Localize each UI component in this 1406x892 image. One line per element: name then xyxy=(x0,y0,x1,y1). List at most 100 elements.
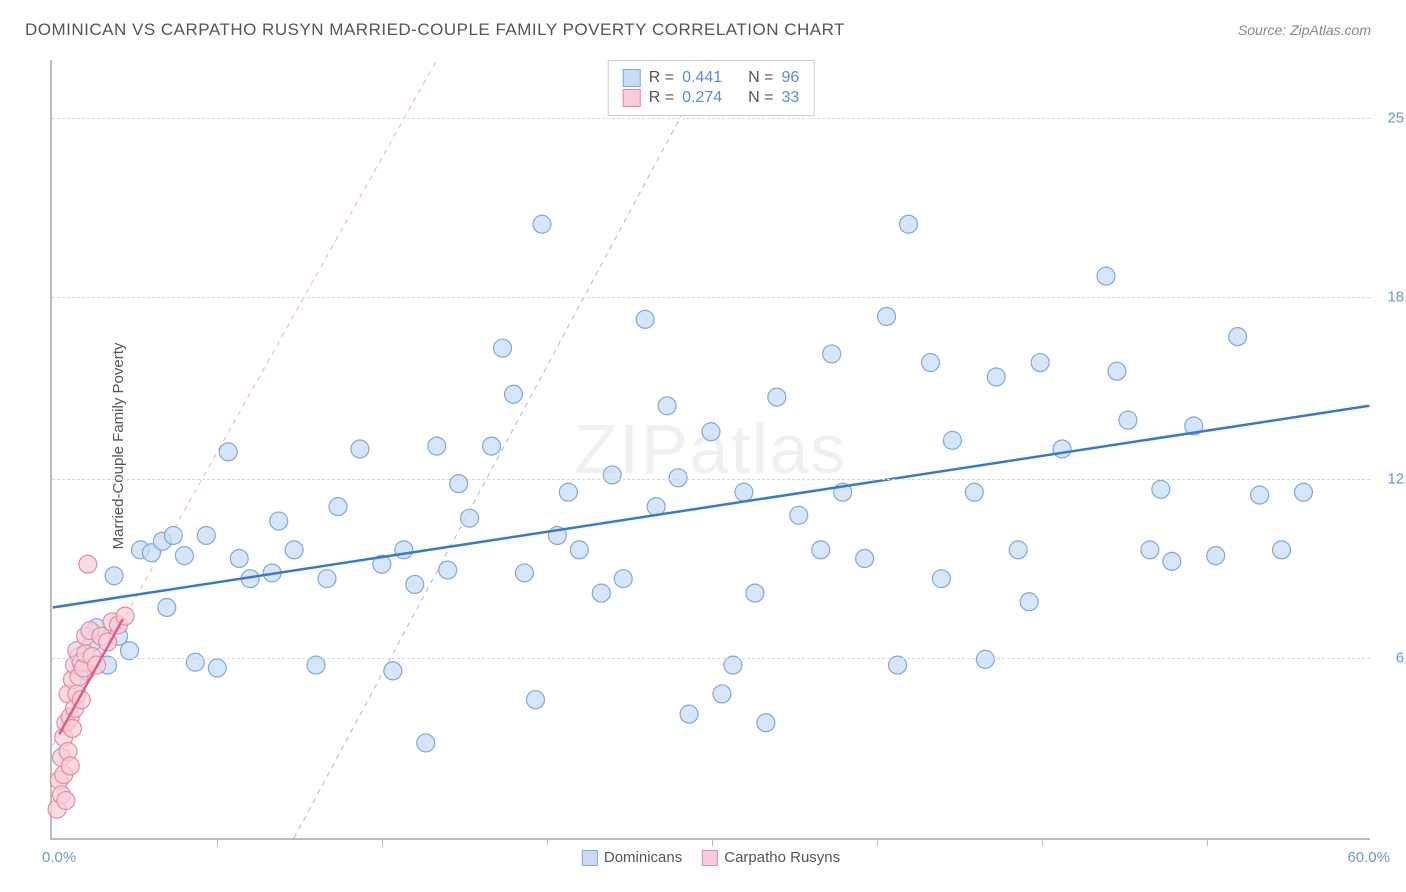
data-point xyxy=(900,215,918,233)
data-point xyxy=(461,509,479,527)
data-point xyxy=(976,650,994,668)
x-tick xyxy=(217,838,218,846)
data-point xyxy=(713,685,731,703)
legend-label: Dominicans xyxy=(604,849,682,866)
swatch-icon xyxy=(702,850,718,866)
data-point xyxy=(1108,362,1126,380)
data-point xyxy=(1207,547,1225,565)
data-point xyxy=(768,388,786,406)
stat-n-value: 96 xyxy=(781,69,799,87)
data-point xyxy=(384,662,402,680)
data-point xyxy=(1009,541,1027,559)
data-point xyxy=(450,475,468,493)
data-point xyxy=(105,567,123,585)
stat-label: N = xyxy=(748,89,773,107)
gridline xyxy=(52,479,1370,480)
stat-label: N = xyxy=(748,69,773,87)
legend-item-dominicans: Dominicans xyxy=(582,849,682,866)
data-point xyxy=(351,440,369,458)
data-point xyxy=(439,561,457,579)
data-point xyxy=(116,607,134,625)
data-point xyxy=(1273,541,1291,559)
y-tick-label: 25.0% xyxy=(1387,109,1406,126)
data-point xyxy=(757,714,775,732)
stats-box: R = 0.441 N = 96 R = 0.274 N = 33 xyxy=(608,60,815,116)
plot-area: ZIPatlas 0.0% 60.0% Dominicans Carpatho … xyxy=(50,60,1370,840)
y-tick-label: 18.8% xyxy=(1387,288,1406,305)
data-point xyxy=(1031,354,1049,372)
data-point xyxy=(505,385,523,403)
stats-row-1: R = 0.274 N = 33 xyxy=(623,89,800,107)
data-point xyxy=(658,397,676,415)
x-tick xyxy=(547,838,548,846)
data-point xyxy=(197,526,215,544)
chart-svg xyxy=(52,60,1370,838)
data-point xyxy=(812,541,830,559)
data-point xyxy=(1163,552,1181,570)
chart-title: DOMINICAN VS CARPATHO RUSYN MARRIED-COUP… xyxy=(25,20,845,40)
x-axis-max-label: 60.0% xyxy=(1347,849,1390,866)
x-tick xyxy=(1207,838,1208,846)
data-point xyxy=(79,555,97,573)
data-point xyxy=(943,431,961,449)
data-point xyxy=(186,653,204,671)
data-point xyxy=(823,345,841,363)
stat-r-value: 0.274 xyxy=(682,89,722,107)
legend-item-carpatho: Carpatho Rusyns xyxy=(702,849,840,866)
data-point xyxy=(428,437,446,455)
data-point xyxy=(61,757,79,775)
data-point xyxy=(680,705,698,723)
data-point xyxy=(1295,483,1313,501)
source-label: Source: ZipAtlas.com xyxy=(1238,22,1371,38)
data-point xyxy=(1152,480,1170,498)
data-point xyxy=(285,541,303,559)
legend-bottom: Dominicans Carpatho Rusyns xyxy=(582,849,840,866)
data-point xyxy=(614,570,632,588)
data-point xyxy=(406,575,424,593)
legend-label: Carpatho Rusyns xyxy=(724,849,840,866)
y-tick-label: 12.5% xyxy=(1387,470,1406,487)
x-axis-min-label: 0.0% xyxy=(42,849,76,866)
gridline xyxy=(52,118,1370,119)
data-point xyxy=(494,339,512,357)
data-point xyxy=(1119,411,1137,429)
data-point xyxy=(533,215,551,233)
data-point xyxy=(702,423,720,441)
data-point xyxy=(735,483,753,501)
stats-row-0: R = 0.441 N = 96 xyxy=(623,69,800,87)
x-tick xyxy=(877,838,878,846)
data-point xyxy=(932,570,950,588)
data-point xyxy=(790,506,808,524)
data-point xyxy=(57,792,75,810)
data-point xyxy=(158,599,176,617)
data-point xyxy=(230,550,248,568)
stat-r-value: 0.441 xyxy=(682,69,722,87)
data-point xyxy=(603,466,621,484)
data-point xyxy=(1020,593,1038,611)
data-point xyxy=(208,659,226,677)
x-tick xyxy=(712,838,713,846)
swatch-icon xyxy=(582,850,598,866)
data-point xyxy=(417,734,435,752)
swatch-icon xyxy=(623,69,641,87)
data-point xyxy=(329,498,347,516)
swatch-icon xyxy=(623,89,641,107)
data-point xyxy=(856,550,874,568)
data-point xyxy=(746,584,764,602)
stat-label: R = xyxy=(649,69,674,87)
data-point xyxy=(483,437,501,455)
data-point xyxy=(526,691,544,709)
data-point xyxy=(164,526,182,544)
data-point xyxy=(878,307,896,325)
x-tick xyxy=(1042,838,1043,846)
data-point xyxy=(270,512,288,530)
data-point xyxy=(987,368,1005,386)
data-point xyxy=(1229,328,1247,346)
data-point xyxy=(559,483,577,501)
data-point xyxy=(921,354,939,372)
data-point xyxy=(636,310,654,328)
x-tick xyxy=(382,838,383,846)
y-tick-label: 6.3% xyxy=(1396,650,1406,667)
stat-n-value: 33 xyxy=(781,89,799,107)
data-point xyxy=(1053,440,1071,458)
